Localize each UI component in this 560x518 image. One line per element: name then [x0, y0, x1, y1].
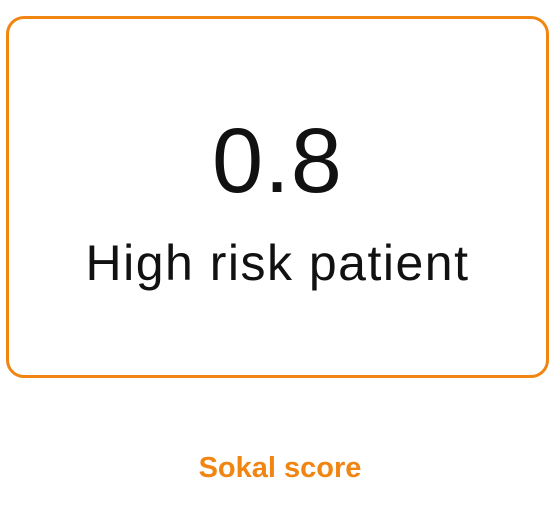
risk-label: High risk patient	[85, 235, 470, 291]
score-value: 0.8	[212, 110, 343, 212]
metric-name: Sokal score	[198, 452, 362, 484]
score-card: 0.8 High risk patient	[6, 16, 549, 378]
